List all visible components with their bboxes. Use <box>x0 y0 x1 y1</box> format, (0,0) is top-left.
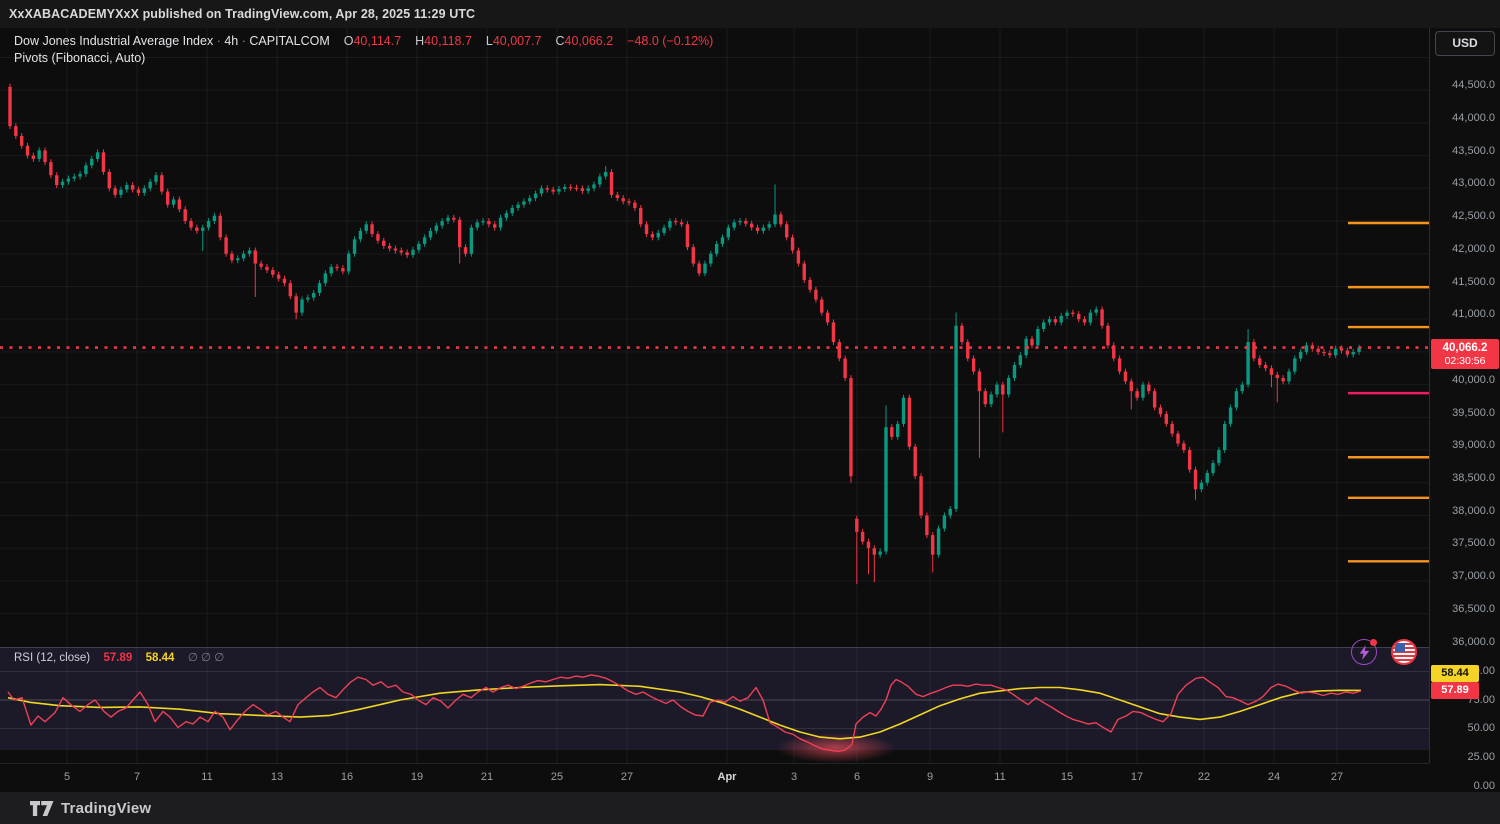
price-axis-label: 43,000.0 <box>1452 177 1495 189</box>
rsi-ma-line <box>7 683 1362 740</box>
price-axis-label: 38,000.0 <box>1452 505 1495 517</box>
pane-separator[interactable] <box>0 647 1429 648</box>
rsi-pane-background <box>0 648 1429 751</box>
tradingview-logo[interactable]: TradingView <box>30 800 151 817</box>
close-label: C <box>555 34 565 48</box>
time-axis-label: 25 <box>550 771 564 783</box>
notification-dot <box>1370 639 1377 646</box>
time-axis-label: 13 <box>270 771 284 783</box>
time-axis-label: 22 <box>1197 771 1211 783</box>
price-axis-label: 42,000.0 <box>1452 243 1495 255</box>
rsi-line <box>7 674 1362 753</box>
time-axis-label: Apr <box>717 771 737 783</box>
price-axis[interactable]: USD 44,500.0 44,000.0 43,500.0 43,000.0 42,5… <box>1429 28 1500 792</box>
time-axis-label: 5 <box>63 771 71 783</box>
high-value: 40,118.7 <box>424 34 472 48</box>
currency-button[interactable]: USD <box>1435 31 1495 56</box>
rsi-oversold-glow <box>776 732 896 763</box>
high-label: H <box>415 34 425 48</box>
time-axis-label: 24 <box>1267 771 1281 783</box>
publish-text: XxXABACADEMYXxX published on TradingView… <box>9 7 476 21</box>
symbol-legend: Dow Jones Industrial Average Index · 4h … <box>14 34 714 48</box>
indicator-title: Pivots (Fibonacci, Auto) <box>14 51 146 65</box>
price-axis-label: 41,500.0 <box>1452 276 1495 288</box>
current-price-value: 40,066.2 <box>1442 341 1488 354</box>
time-axis-label: 17 <box>1130 771 1144 783</box>
time-axis-label: 15 <box>1060 771 1074 783</box>
price-axis-label: 37,000.0 <box>1452 570 1495 582</box>
price-axis-label: 38,500.0 <box>1452 472 1495 484</box>
rsi-grid <box>0 648 1429 763</box>
rsi-scale-label: 50.00 <box>1467 722 1495 734</box>
time-axis-label: 21 <box>480 771 494 783</box>
price-axis-label: 39,500.0 <box>1452 407 1495 419</box>
price-axis-label: 44,000.0 <box>1452 112 1495 124</box>
close-value: 40,066.2 <box>564 34 614 48</box>
flag-union <box>1395 643 1405 652</box>
fib-pivot-lines <box>1348 221 1429 563</box>
time-axis-label: 7 <box>133 771 141 783</box>
time-axis-label: 6 <box>853 771 861 783</box>
rsi-axis-label: 57.89 <box>1431 682 1479 699</box>
boost-lightning-icon[interactable] <box>1351 639 1377 665</box>
main-grid <box>0 28 1429 647</box>
candlestick-series <box>8 83 1361 585</box>
rsi-empty-plots: ∅ ∅ ∅ <box>187 652 225 664</box>
rsi-ma-axis-label: 58.44 <box>1431 665 1479 682</box>
time-axis[interactable]: 5 7 11 13 16 19 21 25 27 Apr 3 6 9 11 15 17 22 24 27 <box>0 763 1429 793</box>
price-chart-canvas[interactable] <box>0 28 1429 647</box>
publish-bar: XxXABACADEMYXxX published on TradingView… <box>0 0 1500 28</box>
price-axis-label: 36,000.0 <box>1452 636 1495 648</box>
price-axis-label: 39,000.0 <box>1452 439 1495 451</box>
time-axis-label: 11 <box>994 771 1006 783</box>
time-axis-label: 19 <box>410 771 424 783</box>
price-axis-label: 41,000.0 <box>1452 308 1495 320</box>
symbol-title[interactable]: Dow Jones Industrial Average Index <box>14 34 214 48</box>
time-axis-label: 9 <box>926 771 934 783</box>
price-axis-label: 44,500.0 <box>1452 79 1495 91</box>
low-label: L <box>485 34 493 48</box>
time-axis-label: 27 <box>620 771 634 783</box>
time-axis-label: 27 <box>1330 771 1344 783</box>
chart-area[interactable]: Dow Jones Industrial Average Index · 4h … <box>0 28 1500 793</box>
time-axis-label: 3 <box>790 771 798 783</box>
us-flag-icon[interactable] <box>1391 639 1417 665</box>
time-axis-label: 11 <box>201 771 213 783</box>
open-value: 40,114.7 <box>353 34 402 48</box>
low-value: 40,007.7 <box>492 34 542 48</box>
indicator-legend[interactable]: Pivots (Fibonacci, Auto) <box>14 51 145 65</box>
rsi-pane-canvas[interactable] <box>0 648 1429 763</box>
exchange-label: CAPITALCOM <box>249 34 330 48</box>
current-price-label: 40,066.2 02:30:56 <box>1431 338 1499 369</box>
bar-countdown: 02:30:56 <box>1444 354 1486 367</box>
rsi-scale-label: 0.00 <box>1473 780 1495 792</box>
rsi-params: (12, close) <box>36 652 91 664</box>
change-value: −48.0 (−0.12%) <box>627 34 714 48</box>
open-label: O <box>343 34 354 48</box>
lightning-glyph <box>1359 644 1369 660</box>
rsi-title: RSI <box>14 652 34 664</box>
rsi-ma-value: 58.44 <box>145 652 175 664</box>
price-axis-label: 42,500.0 <box>1452 210 1495 222</box>
chart-corner-icons <box>1351 639 1417 665</box>
tradingview-brand-text: TradingView <box>61 799 152 817</box>
interval-label[interactable]: 4h <box>224 34 239 48</box>
rsi-current-value: 57.89 <box>103 652 133 664</box>
rsi-legend[interactable]: RSI (12, close) 57.89 58.44 ∅ ∅ ∅ <box>14 650 224 664</box>
bottom-bar: TradingView <box>0 792 1500 824</box>
price-axis-label: 40,000.0 <box>1452 374 1495 386</box>
price-axis-label: 36,500.0 <box>1452 603 1495 615</box>
tradingview-mark-icon <box>30 800 54 816</box>
rsi-scale-label: 25.00 <box>1467 751 1495 763</box>
price-axis-label: 37,500.0 <box>1452 537 1495 549</box>
price-axis-label: 43,500.0 <box>1452 145 1495 157</box>
time-axis-label: 16 <box>340 771 354 783</box>
